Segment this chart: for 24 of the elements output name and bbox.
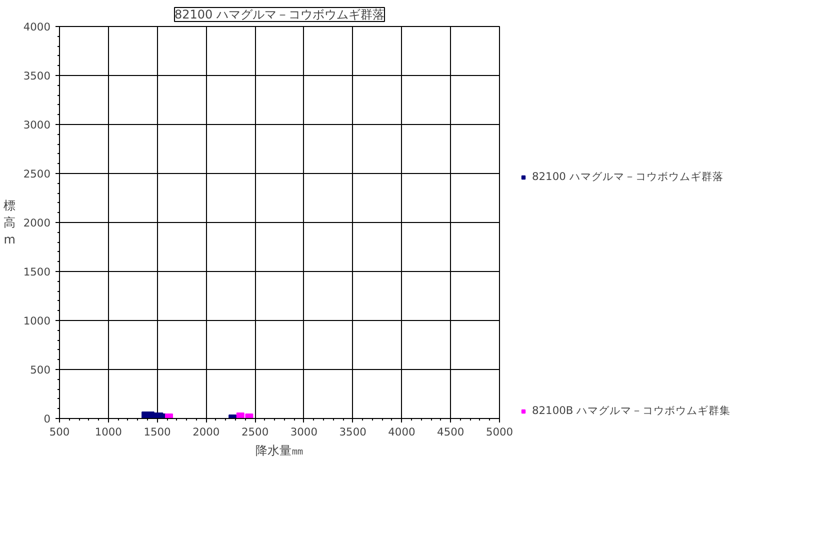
x-tick-label: 3500 <box>339 426 367 438</box>
x-axis-title: 降水量㎜ <box>256 444 304 458</box>
x-tick-label: 1500 <box>144 426 172 438</box>
x-tick-label: 1000 <box>94 426 122 438</box>
x-tick-label: 2500 <box>241 426 269 438</box>
legend-label: 82100 ハマグルマ－コウボウムギ群落 <box>532 170 724 184</box>
x-tick-label: 2000 <box>192 426 220 438</box>
legend-label: 82100B ハマグルマ－コウボウムギ群集 <box>532 404 731 418</box>
x-tick-label: 4500 <box>437 426 464 438</box>
x-tick-label: 500 <box>49 426 70 438</box>
y-axis-title: 標高m <box>3 198 16 246</box>
x-tick-label: 4000 <box>388 426 416 438</box>
y-tick-label: 1500 <box>23 266 51 278</box>
y-tick-label: 2000 <box>23 216 51 230</box>
y-tick-label: 2500 <box>23 168 51 180</box>
y-tick-label: 3500 <box>23 70 51 82</box>
x-tick-label: 5000 <box>486 426 514 438</box>
x-tick-label: 3000 <box>290 426 318 438</box>
y-tick-label: 1000 <box>23 314 51 328</box>
y-tick-label: 3000 <box>23 118 51 132</box>
chart-title: 82100 ハマグルマ－コウボウムギ群落 <box>174 8 384 22</box>
y-tick-label: 500 <box>30 364 51 376</box>
y-tick-label: 4000 <box>23 20 51 34</box>
y-tick-label: 0 <box>44 412 51 426</box>
